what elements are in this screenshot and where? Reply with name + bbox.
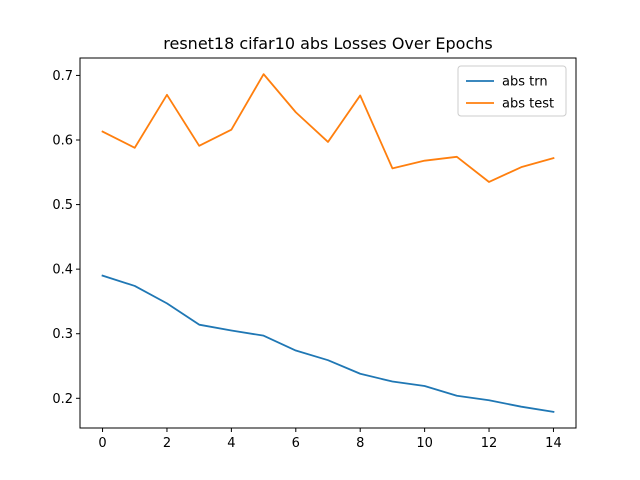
x-tick-label: 2 <box>163 436 171 451</box>
y-axis: 0.2 0.3 0.4 0.5 0.6 0.7 <box>52 69 80 407</box>
y-tick-label: 0.2 <box>52 392 73 407</box>
axes-frame <box>79 57 577 429</box>
x-tick-label: 6 <box>292 436 300 451</box>
legend-label: abs trn <box>502 75 548 90</box>
x-tick-label: 10 <box>416 436 433 451</box>
y-tick-label: 0.3 <box>52 327 73 342</box>
legend-label: abs test <box>502 97 554 112</box>
x-tick-label: 0 <box>98 436 106 451</box>
x-axis: 0 2 4 6 8 10 12 14 <box>98 428 562 451</box>
y-tick-label: 0.7 <box>52 69 73 84</box>
series-line-abs-test <box>101 73 555 183</box>
x-tick-label: 8 <box>356 436 364 451</box>
x-tick-label: 4 <box>227 436 235 451</box>
x-tick-label: 14 <box>545 436 562 451</box>
series-line-abs-trn <box>101 274 555 413</box>
x-tick-label: 12 <box>481 436 498 451</box>
legend: abs trn abs test <box>457 65 567 117</box>
y-tick-label: 0.5 <box>52 198 73 213</box>
y-tick-label: 0.4 <box>52 263 73 278</box>
y-tick-label: 0.6 <box>52 134 73 149</box>
plot-area <box>101 73 555 413</box>
chart-title: resnet18 cifar10 abs Losses Over Epochs <box>163 34 492 53</box>
